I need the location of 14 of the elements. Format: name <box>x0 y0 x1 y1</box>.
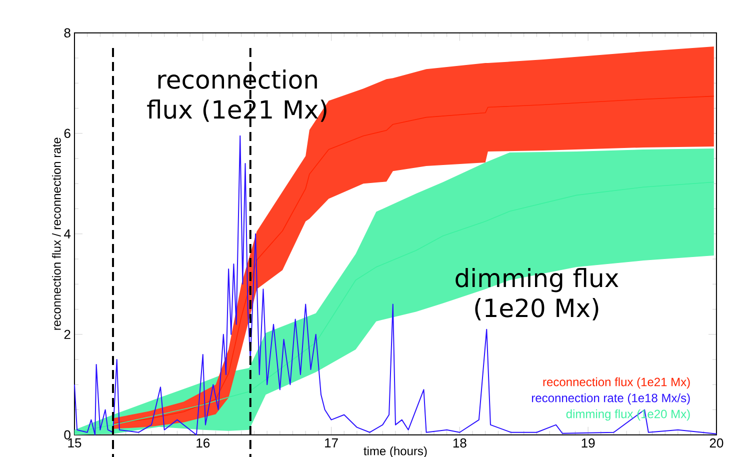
x-tick-label: 15 <box>68 438 82 448</box>
y-tick-label: 8 <box>64 28 70 38</box>
x-tick-label: 16 <box>196 438 210 448</box>
text: reconnection flux (1e21 Mx) <box>543 377 690 389</box>
y-tick-label: 0 <box>64 430 70 440</box>
y-tick-label: 4 <box>64 229 71 238</box>
x-tick-label: 17 <box>325 438 338 448</box>
x-tick-label: 18 <box>453 438 466 448</box>
text: reconnection rate (1e18 Mx/s) <box>532 393 690 405</box>
x-tick-label: 20 <box>710 438 724 448</box>
y-tick-label: 6 <box>64 128 70 138</box>
y-tick-label: 2 <box>64 330 70 339</box>
x-tick-label: 19 <box>582 438 595 448</box>
y-axis-title: reconnection flux / reconnection rate <box>52 138 61 330</box>
